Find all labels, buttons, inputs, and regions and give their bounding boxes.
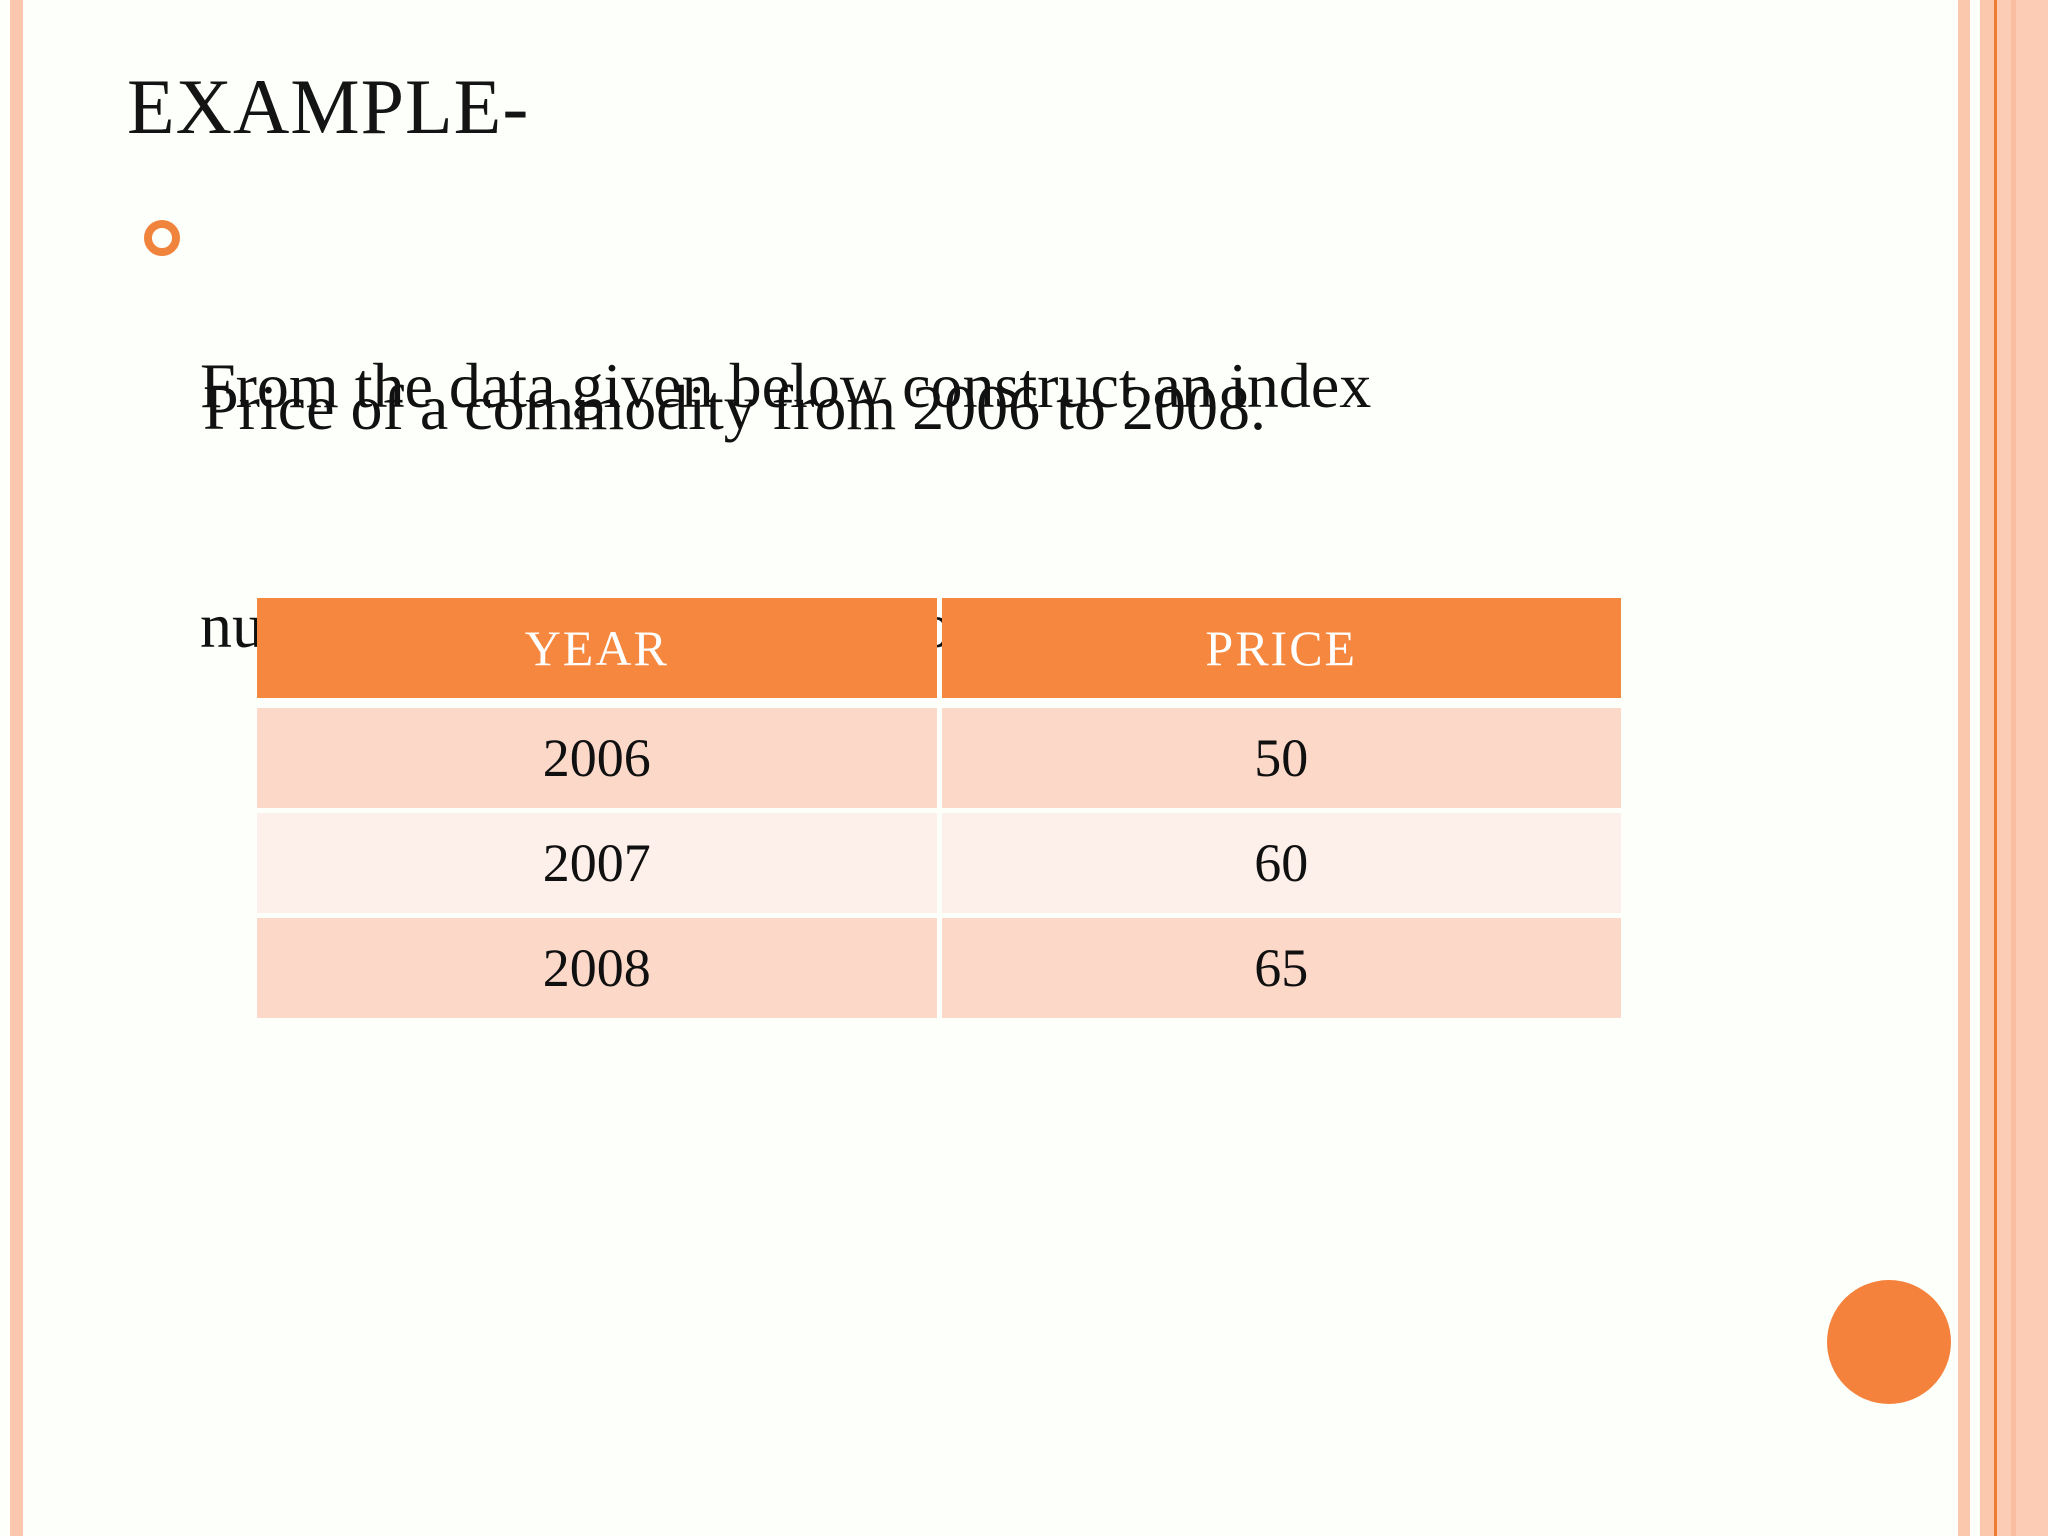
table-header-year: YEAR	[257, 598, 937, 698]
right-edge-accent-line	[1994, 0, 1997, 1536]
right-edge-band	[1997, 0, 2048, 1536]
right-edge-stripe-inner	[1958, 0, 1970, 1536]
right-edge-stripe-mid	[1980, 0, 1994, 1536]
table-cell-price: 65	[941, 918, 1621, 1018]
subtext-line: Price of a commodity from 2006 to 2008.	[203, 372, 1266, 443]
bullet-line-1: From the data given below construct an i…	[200, 350, 1372, 421]
table-cell-year: 2007	[257, 813, 937, 913]
table-cell-price: 60	[941, 813, 1621, 913]
left-edge-stripe	[10, 0, 23, 1536]
table-cell-year: 2008	[257, 918, 937, 1018]
table-header-price: PRICE	[941, 598, 1621, 698]
price-table: YEAR PRICE 2006 50 2007 60 2008 65	[257, 598, 1621, 1018]
bullet-ring-icon	[144, 220, 180, 256]
right-edge-band-inner-line	[2011, 0, 2016, 1536]
table-row: 2006 50	[257, 708, 1621, 808]
table-header-row: YEAR PRICE	[257, 598, 1621, 698]
slide-title: EXAMPLE-	[127, 63, 530, 150]
table-cell-price: 50	[941, 708, 1621, 808]
table-row: 2007 60	[257, 813, 1621, 913]
table-row: 2008 65	[257, 918, 1621, 1018]
corner-circle-decoration	[1827, 1280, 1951, 1404]
table-cell-year: 2006	[257, 708, 937, 808]
